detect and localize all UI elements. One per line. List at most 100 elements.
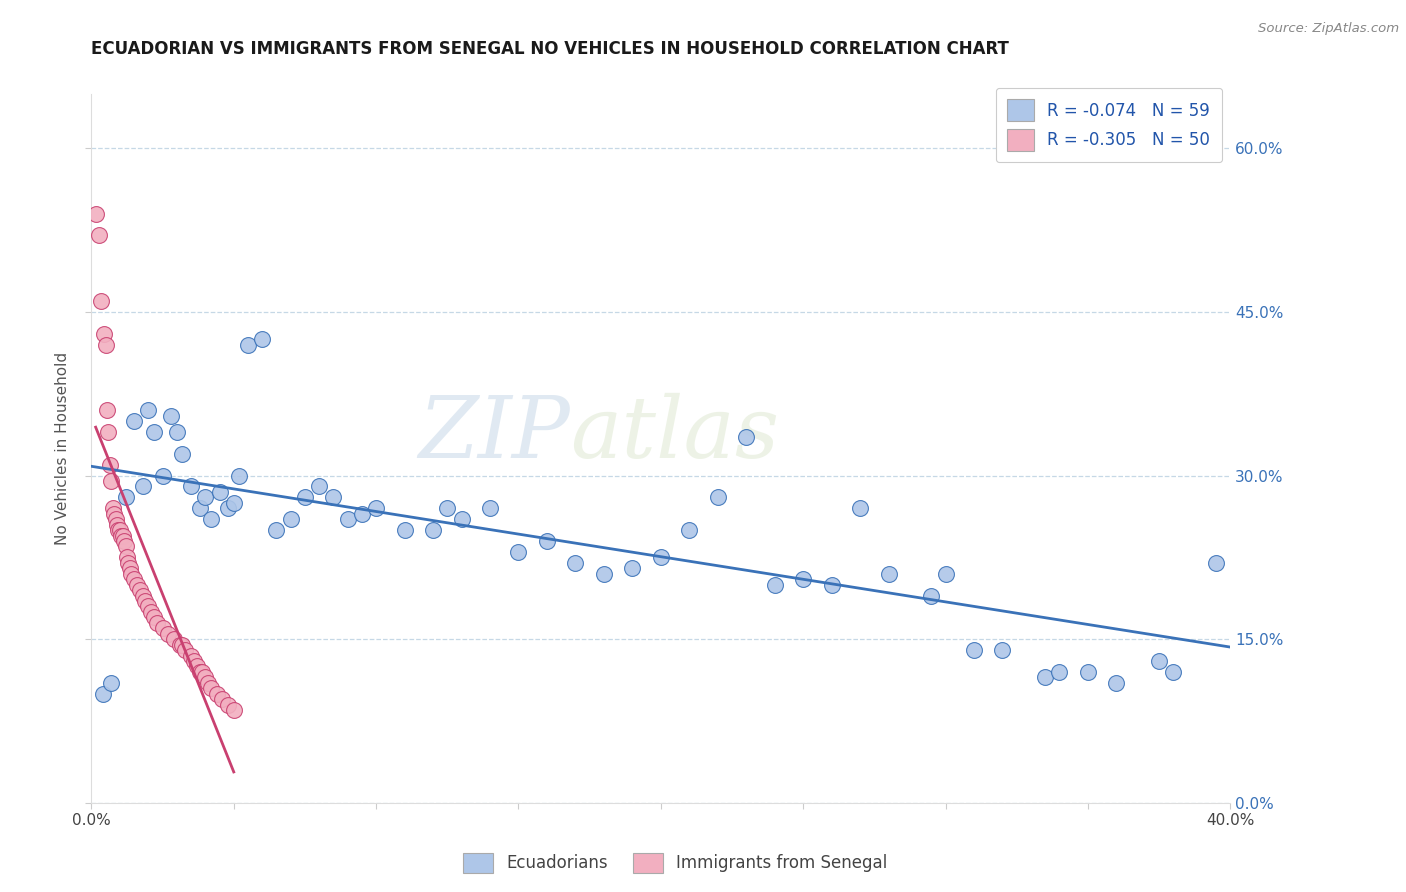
Point	[111, 528, 134, 542]
Point	[117, 556, 139, 570]
Point	[211, 692, 233, 706]
Legend: R = -0.074   N = 59, R = -0.305   N = 50: R = -0.074 N = 59, R = -0.305 N = 50	[995, 87, 1222, 162]
Point	[436, 501, 458, 516]
Point	[194, 670, 217, 684]
Point	[172, 447, 194, 461]
Point	[1205, 556, 1227, 570]
Point	[143, 425, 166, 439]
Point	[336, 512, 359, 526]
Point	[222, 703, 245, 717]
Point	[160, 409, 183, 423]
Point	[266, 523, 288, 537]
Point	[97, 425, 120, 439]
Point	[166, 425, 188, 439]
Point	[706, 491, 728, 505]
Point	[877, 566, 900, 581]
Point	[678, 523, 700, 537]
Point	[650, 550, 672, 565]
Point	[115, 550, 138, 565]
Point	[564, 556, 586, 570]
Point	[188, 665, 211, 679]
Point	[280, 512, 302, 526]
Text: Source: ZipAtlas.com: Source: ZipAtlas.com	[1258, 22, 1399, 36]
Point	[422, 523, 444, 537]
Point	[84, 207, 107, 221]
Point	[108, 523, 131, 537]
Point	[1105, 675, 1128, 690]
Point	[920, 589, 942, 603]
Point	[110, 528, 132, 542]
Point	[222, 496, 245, 510]
Point	[188, 501, 211, 516]
Point	[1049, 665, 1071, 679]
Point	[125, 577, 148, 591]
Point	[134, 594, 156, 608]
Point	[143, 610, 166, 624]
Point	[100, 474, 122, 488]
Point	[183, 654, 205, 668]
Point	[90, 293, 112, 308]
Point	[152, 468, 174, 483]
Point	[180, 479, 202, 493]
Point	[478, 501, 502, 516]
Point	[593, 566, 616, 581]
Point	[228, 468, 250, 483]
Point	[94, 337, 117, 351]
Text: atlas: atlas	[569, 392, 779, 475]
Point	[934, 566, 956, 581]
Point	[122, 572, 145, 586]
Point	[128, 583, 150, 598]
Point	[122, 414, 145, 428]
Text: ZIP: ZIP	[418, 392, 569, 475]
Point	[112, 533, 135, 548]
Point	[1033, 670, 1056, 684]
Point	[194, 491, 217, 505]
Point	[200, 681, 222, 696]
Point	[138, 403, 160, 417]
Point	[172, 638, 194, 652]
Point	[191, 665, 214, 679]
Point	[114, 540, 136, 554]
Point	[963, 643, 986, 657]
Point	[180, 648, 202, 663]
Point	[100, 675, 122, 690]
Point	[197, 675, 219, 690]
Point	[138, 599, 160, 614]
Point	[152, 621, 174, 635]
Point	[364, 501, 387, 516]
Point	[308, 479, 330, 493]
Point	[217, 698, 239, 712]
Legend: Ecuadorians, Immigrants from Senegal: Ecuadorians, Immigrants from Senegal	[456, 847, 894, 880]
Point	[93, 326, 115, 341]
Point	[157, 626, 180, 640]
Point	[104, 512, 127, 526]
Point	[763, 577, 786, 591]
Point	[792, 572, 814, 586]
Point	[322, 491, 344, 505]
Point	[350, 507, 373, 521]
Point	[114, 491, 136, 505]
Text: ECUADORIAN VS IMMIGRANTS FROM SENEGAL NO VEHICLES IN HOUSEHOLD CORRELATION CHART: ECUADORIAN VS IMMIGRANTS FROM SENEGAL NO…	[91, 40, 1010, 58]
Point	[91, 687, 114, 701]
Point	[98, 458, 121, 472]
Point	[131, 589, 153, 603]
Point	[87, 228, 110, 243]
Point	[508, 545, 530, 559]
Point	[217, 501, 239, 516]
Point	[105, 517, 128, 532]
Point	[250, 332, 273, 346]
Y-axis label: No Vehicles in Household: No Vehicles in Household	[55, 351, 70, 545]
Point	[1161, 665, 1184, 679]
Point	[141, 605, 163, 619]
Point	[450, 512, 472, 526]
Point	[735, 430, 758, 444]
Point	[294, 491, 316, 505]
Point	[131, 479, 153, 493]
Point	[849, 501, 872, 516]
Point	[205, 687, 228, 701]
Point	[208, 484, 231, 499]
Point	[394, 523, 416, 537]
Point	[101, 501, 124, 516]
Point	[1077, 665, 1099, 679]
Point	[200, 512, 222, 526]
